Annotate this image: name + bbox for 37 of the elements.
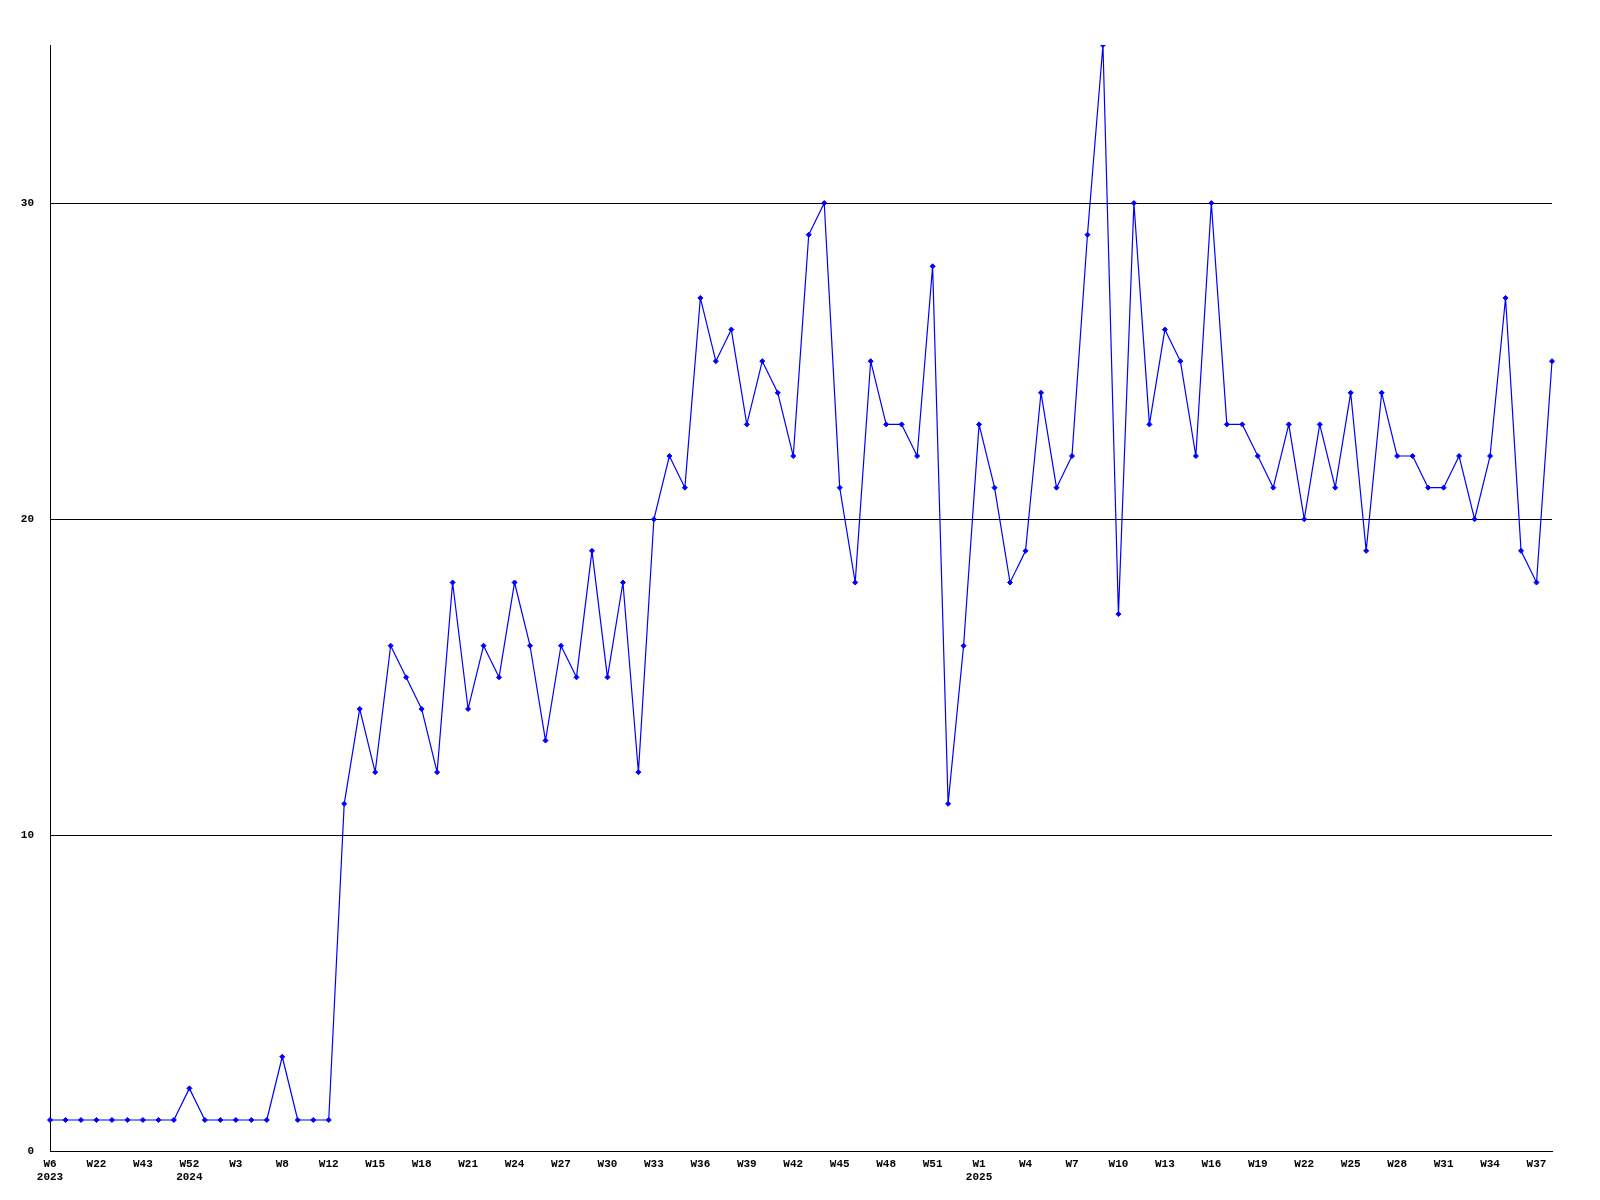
x-tick-label: W8 [275, 1157, 290, 1170]
x-tick-label: W36 [690, 1157, 711, 1170]
x-tick-label: W45 [829, 1157, 851, 1170]
y-tick-label: 10 [20, 829, 34, 842]
x-tick-label: W22 [86, 1157, 107, 1170]
y-tick-label: 30 [20, 196, 34, 209]
x-tick-label: W37 [1526, 1157, 1547, 1170]
x-tick-label: W27 [551, 1157, 571, 1170]
x-tick-label: W18 [411, 1157, 432, 1170]
x-tick-label: W31 [1433, 1157, 1454, 1170]
x-tick-label: W43 [133, 1157, 154, 1170]
x-tick-label: W21 [458, 1157, 479, 1170]
x-tick-label: W3 [229, 1157, 243, 1170]
x-tick-label: W15 [365, 1157, 386, 1170]
x-tick-label: W51 [922, 1157, 943, 1170]
x-tick-label: W25 [1340, 1157, 1361, 1170]
x-tick-label: W13 [1154, 1157, 1176, 1170]
x-tick-label: W39 [736, 1157, 757, 1170]
x-tick-label: W48 [876, 1157, 897, 1170]
x-tick-label: W22 [1294, 1157, 1315, 1170]
y-tick-label: 0 [27, 1145, 34, 1158]
x-tick-label: W4 [1018, 1157, 1033, 1170]
x-tick-label: W28 [1387, 1157, 1408, 1170]
x-tick-label: W52 2024 [176, 1157, 203, 1184]
x-tick-label: W42 [783, 1157, 804, 1170]
x-tick-label: W24 [504, 1157, 525, 1170]
x-tick-label: W19 [1247, 1157, 1268, 1170]
x-tick-label: W34 [1480, 1157, 1501, 1170]
x-tick-label: W7 [1065, 1157, 1079, 1170]
x-tick-label: W1 2025 [965, 1157, 993, 1184]
x-tick-label: W12 [318, 1157, 339, 1170]
y-tick-label: 20 [20, 513, 34, 526]
x-tick-label: W30 [597, 1157, 618, 1170]
x-tick-label: W33 [643, 1157, 665, 1170]
x-tick-label: W16 [1201, 1157, 1222, 1170]
x-tick-label: W6 2023 [36, 1157, 64, 1184]
x-tick-label: W10 [1108, 1157, 1129, 1170]
